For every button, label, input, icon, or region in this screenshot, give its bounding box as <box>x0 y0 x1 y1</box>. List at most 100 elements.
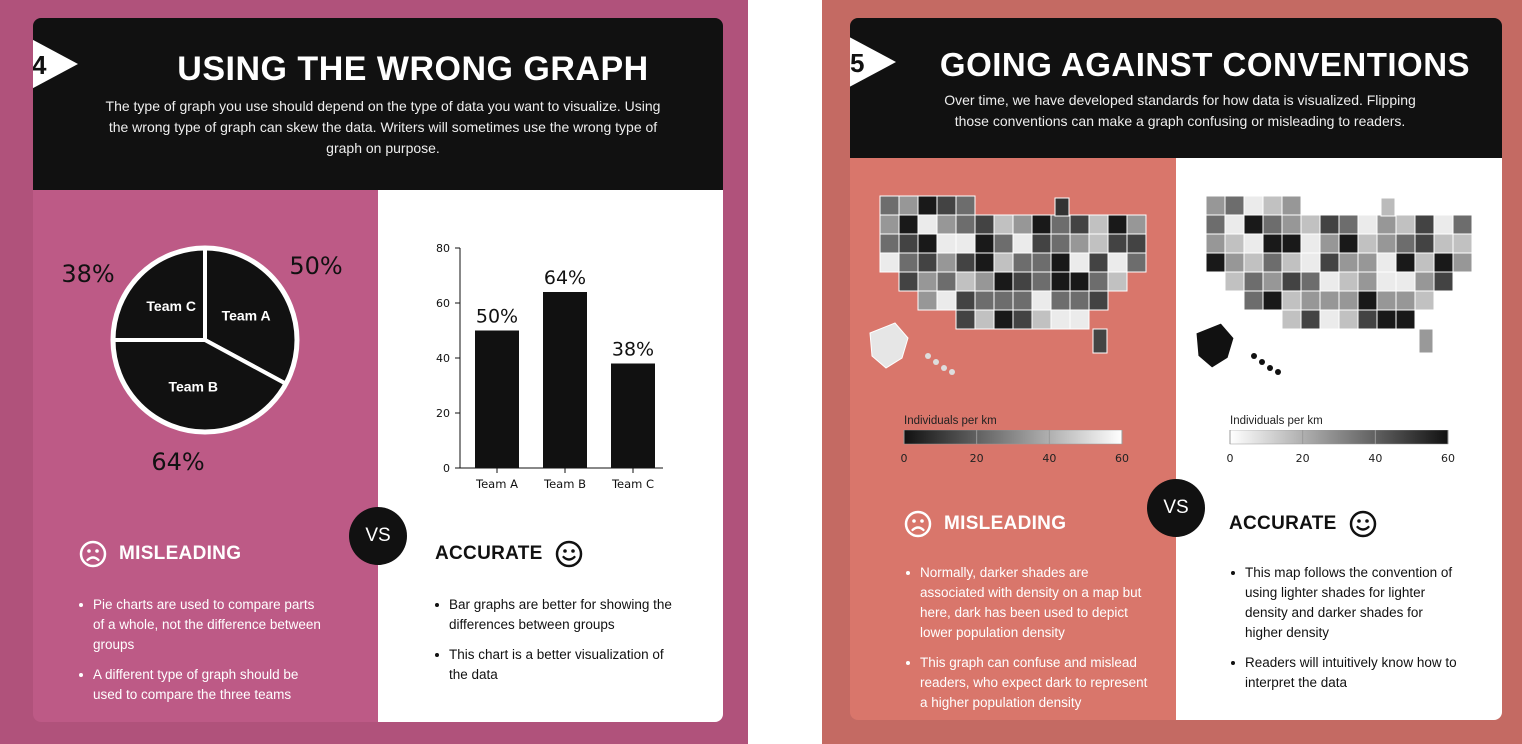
pie-slice-label: Team B <box>168 378 218 394</box>
state-shape <box>1205 233 1226 254</box>
state-shape <box>1357 271 1378 292</box>
state-shape <box>1300 271 1321 292</box>
state-shape <box>1031 271 1052 292</box>
legend-title: Individuals per km <box>904 415 997 427</box>
list-item: A different type of graph should be used… <box>77 665 327 705</box>
state-shape <box>1107 214 1128 235</box>
state-shape <box>993 290 1014 311</box>
state-shape <box>936 252 957 273</box>
state-shape <box>993 271 1014 292</box>
state-shape <box>917 252 938 273</box>
state-shape <box>1338 214 1359 235</box>
state-shape <box>1031 290 1052 311</box>
state-shape <box>879 214 900 235</box>
state-shape <box>936 271 957 292</box>
state-shape <box>917 271 938 292</box>
misleading-list: Normally, darker shades are associated w… <box>904 563 1154 720</box>
us-map-misleading <box>869 195 1147 375</box>
state-shape <box>1338 233 1359 254</box>
state-shape <box>955 271 976 292</box>
list-item: Readers will intuitively know how to int… <box>1229 653 1459 693</box>
state-shape <box>1069 290 1090 311</box>
state-shape <box>1262 290 1283 311</box>
state-shape <box>936 195 957 216</box>
y-tick-label: 0 <box>443 462 450 475</box>
state-shape <box>1376 252 1397 273</box>
state-shape <box>974 271 995 292</box>
state-shape <box>1376 214 1397 235</box>
state-shape <box>1338 309 1359 330</box>
state-shape <box>1107 233 1128 254</box>
section-title: USING THE WRONG GRAPH <box>177 50 649 88</box>
section-description: The type of graph you use should depend … <box>105 98 661 156</box>
bar-chart: 0 20 40 60 80 Team A 50% Team B 64% Team C 38% <box>436 242 663 490</box>
card-wrong-graph: 4 USING THE WRONG GRAPH The type of grap… <box>33 18 723 722</box>
state-shape <box>1262 214 1283 235</box>
header: 4 USING THE WRONG GRAPH The type of grap… <box>33 18 723 190</box>
misleading-label: MISLEADING <box>119 543 242 564</box>
happy-face-icon <box>1349 510 1376 538</box>
hawaii-shape <box>949 369 955 375</box>
state-shape <box>1380 197 1396 217</box>
state-shape <box>1050 233 1071 254</box>
state-shape <box>1262 271 1283 292</box>
state-shape <box>1050 214 1071 235</box>
state-shape <box>1012 290 1033 311</box>
legend-tick-label: 0 <box>901 452 908 465</box>
happy-face-icon <box>555 540 582 568</box>
state-shape <box>917 290 938 311</box>
bar <box>475 330 519 468</box>
state-shape <box>1031 214 1052 235</box>
state-shape <box>1050 271 1071 292</box>
state-shape <box>1376 233 1397 254</box>
section-number: 4 <box>33 50 47 80</box>
state-shape <box>1281 252 1302 273</box>
state-shape <box>1262 195 1283 216</box>
x-tick-label: Team C <box>611 477 654 490</box>
misleading-heading: MISLEADING <box>79 540 241 568</box>
state-shape <box>1300 233 1321 254</box>
state-shape <box>955 195 976 216</box>
state-shape <box>1414 252 1435 273</box>
section-description: Over time, we have developed standards f… <box>944 92 1416 129</box>
number-badge <box>850 32 896 92</box>
legend-gradient-bar <box>903 430 1123 445</box>
accurate-heading: ACCURATE <box>1229 510 1377 538</box>
state-shape <box>1069 271 1090 292</box>
y-tick-label: 40 <box>436 352 450 365</box>
state-shape <box>898 233 919 254</box>
state-shape <box>1126 214 1147 235</box>
bar <box>543 292 587 468</box>
list-item: Pie charts are used to compare parts of … <box>77 595 327 655</box>
sad-face-icon <box>79 540 107 568</box>
state-shape <box>1069 214 1090 235</box>
state-shape <box>1031 309 1052 330</box>
state-shape <box>955 214 976 235</box>
state-shape <box>1050 309 1071 330</box>
state-shape <box>1357 290 1378 311</box>
state-shape <box>1281 271 1302 292</box>
alaska-shape <box>869 322 909 369</box>
state-shape <box>1338 271 1359 292</box>
state-shape <box>1395 233 1416 254</box>
header: 5 GOING AGAINST CONVENTIONS Over time, w… <box>850 18 1502 158</box>
color-legend-accurate: 0 20 40 60 <box>1227 430 1455 465</box>
y-tick-label: 60 <box>436 297 450 310</box>
state-shape <box>879 252 900 273</box>
state-shape <box>1243 252 1264 273</box>
state-shape <box>1126 252 1147 273</box>
sad-face-icon <box>904 510 932 538</box>
state-shape <box>936 214 957 235</box>
pie-outline <box>110 245 300 435</box>
state-shape <box>1357 252 1378 273</box>
state-shape <box>955 233 976 254</box>
state-shape <box>1012 252 1033 273</box>
list-item: This chart is a better visualization of … <box>433 645 683 685</box>
hawaii-shape <box>1267 365 1273 371</box>
state-shape <box>1319 271 1340 292</box>
bar-value-label: 64% <box>544 267 586 289</box>
state-shape <box>1243 195 1264 216</box>
hawaii-shape <box>941 365 947 371</box>
state-shape <box>993 233 1014 254</box>
state-shape <box>1319 252 1340 273</box>
